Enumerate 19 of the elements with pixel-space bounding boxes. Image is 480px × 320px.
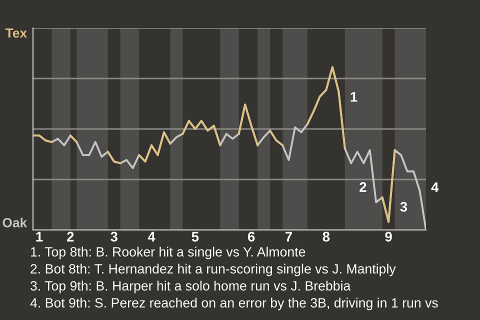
annotation: 2 [360,182,366,192]
text: 4 [431,182,439,192]
x-tick-label: 2 [67,232,74,242]
text: 4. Bot 9th: S. Perez reached on an error by the 3B, driving in 1 run vs [30,298,438,310]
x-tick-label: 4 [148,232,156,242]
x-tick-label: 8 [322,232,330,242]
text: Tex [5,28,28,38]
text: 3. Top 9th: B. Harper hit a solo home run vs J. Brebbia [30,280,351,294]
text: 2. Bot 8th: T. Hernandez hit a run-scoring single vs J. Mantiply [30,264,396,276]
annotation: 3 [400,202,408,212]
x-tick-label: 5 [192,232,199,242]
x-tick-label: 6 [248,232,255,242]
text: 1. Top 8th: B. Rooker hit a single vs Y. Almonte [31,246,306,260]
x-tick-label: 1 [36,232,43,242]
x-tick-label: 7 [285,232,292,242]
text: Oak [2,218,28,228]
x-tick-label: 3 [110,232,118,242]
annotation: 1 [350,92,358,102]
x-tick-label: 9 [385,232,392,242]
